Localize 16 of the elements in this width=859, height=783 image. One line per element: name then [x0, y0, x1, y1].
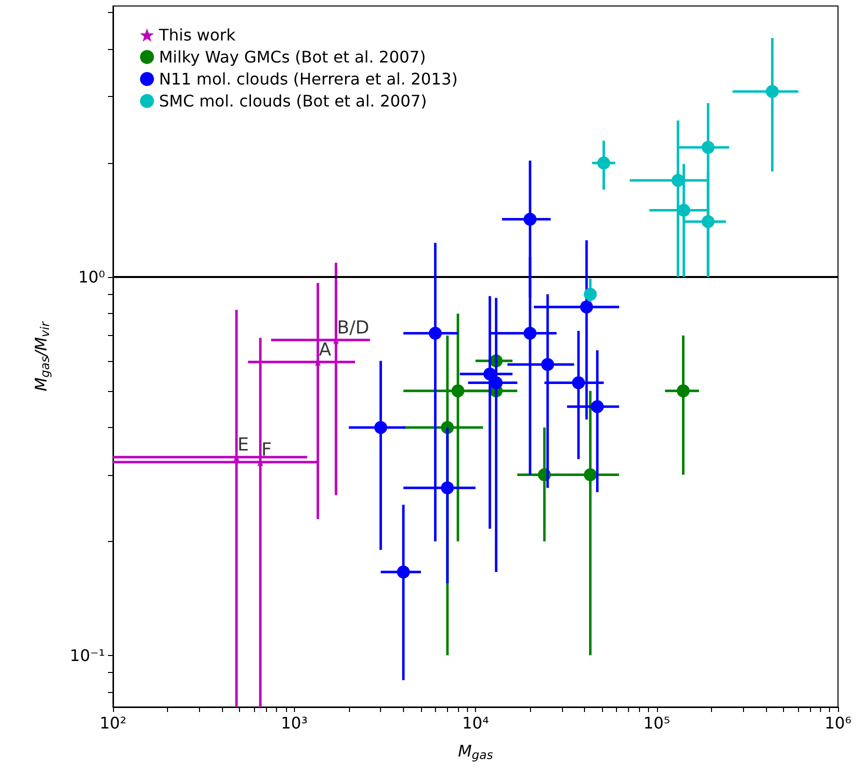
y-tick-label: 10⁻¹ [70, 646, 105, 665]
y-axis-title: Mgas/Mvir [32, 320, 52, 392]
legend-label: This work [158, 26, 236, 44]
x-tick-label: 10⁶ [824, 714, 852, 732]
annotation: B/D [337, 318, 370, 339]
annotation: E [237, 434, 249, 456]
annotation: F [261, 440, 272, 461]
legend-label: N11 mol. clouds (Herrera et al. 2013) [159, 70, 458, 88]
x-tick-label: 10⁴ [462, 714, 489, 732]
legend-label: Milky Way GMCs (Bot et al. 2007) [159, 48, 426, 66]
annotation: A [318, 339, 332, 360]
y-tick-label: 10⁰ [78, 267, 105, 286]
x-tick-label: 10² [100, 714, 126, 732]
x-tick-label: 10³ [280, 714, 308, 732]
x-tick-label: 10⁵ [643, 714, 670, 732]
legend-label: SMC mol. clouds (Bot et al. 2007) [159, 92, 427, 110]
